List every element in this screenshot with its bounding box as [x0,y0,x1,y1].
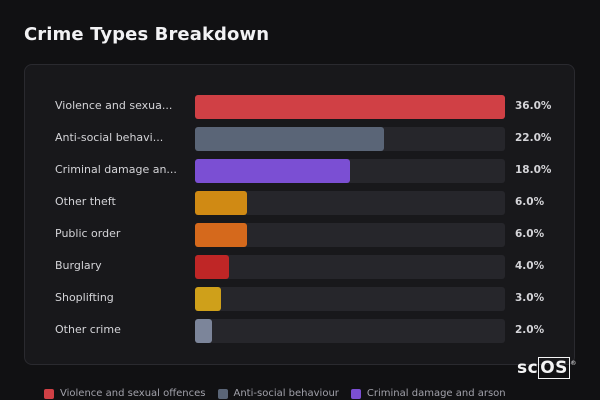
value-label: 6.0% [515,228,545,240]
legend-swatch [44,388,54,399]
value-label: 36.0% [515,100,552,112]
logo-text-boxed: OS [538,357,570,379]
bar [195,255,229,279]
bar-row: Criminal damage an... 18.0% [25,159,574,183]
bar-track [195,159,505,183]
bar-row: Public order 6.0% [25,223,574,247]
bar-row: Other crime 2.0% [25,319,574,343]
bar [195,191,247,215]
category-label: Public order [55,227,121,240]
bar [195,159,350,183]
bar-row: Anti-social behavi... 22.0% [25,127,574,151]
bar [195,223,247,247]
bar [195,319,212,343]
value-label: 18.0% [515,164,552,176]
value-label: 2.0% [515,324,545,336]
legend-label: Anti-social behaviour [233,388,339,399]
value-label: 22.0% [515,132,552,144]
legend-item: Criminal damage and arson [350,388,506,399]
bar-row: Burglary 4.0% [25,255,574,279]
bar [195,95,505,119]
legend-swatch [217,388,228,399]
chart-legend: Violence and sexual offences Anti-social … [44,387,518,400]
bar-track [195,287,505,311]
scos-logo: sc OS ® [517,357,576,379]
bar-row: Violence and sexua... 36.0% [25,95,574,119]
value-label: 3.0% [515,292,545,304]
logo-text: sc [517,358,539,378]
bar-track [195,319,505,343]
value-label: 6.0% [515,196,545,208]
category-label: Violence and sexua... [55,99,173,112]
category-label: Other theft [55,195,116,208]
legend-label: Violence and sexual offences [60,388,206,399]
bar-row: Shoplifting 3.0% [25,287,574,311]
bar [195,287,221,311]
category-label: Shoplifting [55,291,114,304]
category-label: Burglary [55,259,102,272]
category-label: Criminal damage an... [55,163,177,176]
chart-title: Crime Types Breakdown [24,24,270,45]
bar-track [195,127,505,151]
legend-swatch [350,388,361,399]
bar-track [195,223,505,247]
registered-mark-icon: ® [570,360,577,367]
bar-track [195,255,505,279]
category-label: Other crime [55,323,121,336]
category-label: Anti-social behavi... [55,131,164,144]
bar-track [195,191,505,215]
legend-label: Criminal damage and arson [366,388,506,399]
value-label: 4.0% [515,260,545,272]
bar-row: Other theft 6.0% [25,191,574,215]
legend-item: Violence and sexual offences [44,388,206,399]
chart-panel: Violence and sexua... 36.0% Anti-social be… [24,64,575,365]
bar-track [195,95,505,119]
bar [195,127,384,151]
legend-item: Anti-social behaviour [217,388,339,399]
